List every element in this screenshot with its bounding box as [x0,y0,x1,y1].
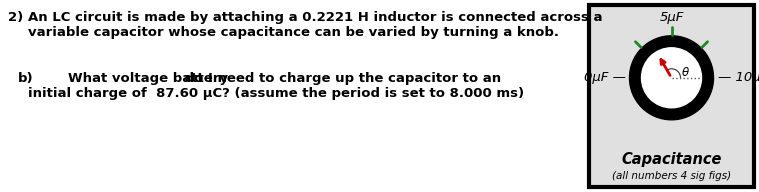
Text: do I need to charge up the capacitor to an: do I need to charge up the capacitor to … [181,72,502,85]
Text: initial charge of  87.60 μC? (assume the period is set to 8.000 ms): initial charge of 87.60 μC? (assume the … [28,87,524,100]
Text: 2): 2) [8,11,24,24]
Text: 5μF: 5μF [660,11,684,24]
Text: variable capacitor whose capacitance can be varied by turning a knob.: variable capacitor whose capacitance can… [28,26,559,39]
Circle shape [629,36,713,120]
Circle shape [641,48,701,108]
Text: (all numbers 4 sig figs): (all numbers 4 sig figs) [612,171,731,181]
Text: Capacitance: Capacitance [622,152,722,167]
Text: — 10μF: — 10μF [717,71,759,84]
Text: An LC circuit is made by attaching a 0.2221 H inductor is connected across a: An LC circuit is made by attaching a 0.2… [28,11,603,24]
Text: What voltage battery: What voltage battery [68,72,228,85]
Text: b): b) [18,72,33,85]
Text: θ: θ [682,66,688,79]
Text: 0μF —: 0μF — [584,71,625,84]
Bar [589,5,754,187]
